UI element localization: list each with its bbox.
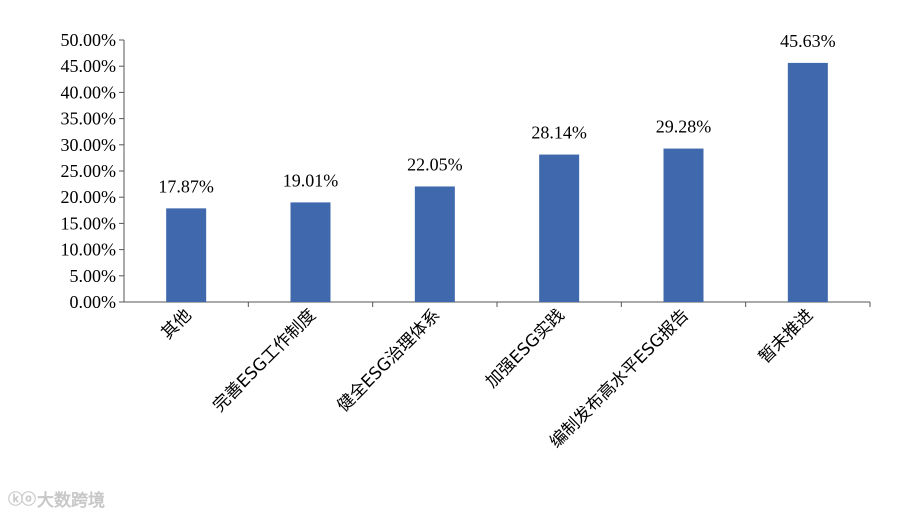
y-tick-label: 15.00% <box>61 213 117 233</box>
axes <box>123 40 870 303</box>
value-labels: 17.87% 19.01% 22.05% 28.14% 29.28% 45.63% <box>158 31 835 196</box>
bar <box>166 208 207 302</box>
data-label: 17.87% <box>158 176 214 196</box>
y-tick-label: 25.00% <box>61 161 117 181</box>
bar <box>787 62 828 302</box>
category-label: 其他 <box>158 305 196 343</box>
watermark-text: 大数跨境 <box>37 491 106 511</box>
data-label: 22.05% <box>407 154 463 174</box>
y-tick-label: 10.00% <box>61 240 117 260</box>
category-label: 编制发布高水平ESG报告 <box>546 305 693 452</box>
y-tick-label: 20.00% <box>61 187 117 207</box>
watermark: ⓚⓞ 大数跨境 <box>8 486 105 511</box>
y-tick-label: 50.00% <box>61 30 117 50</box>
category-label: 完善ESG工作制度 <box>209 305 320 416</box>
bar <box>290 202 331 302</box>
category-label: 加强ESG实践 <box>482 305 569 392</box>
data-label: 28.14% <box>531 123 587 143</box>
y-tick-label: 40.00% <box>61 82 117 102</box>
bars <box>166 62 828 302</box>
bar <box>414 186 455 302</box>
bar <box>539 154 580 302</box>
y-tick-label: 35.00% <box>61 109 117 129</box>
y-axis-ticks: 0.00% 5.00% 10.00% 15.00% 20.00% 25.00% 30.00%… <box>61 30 124 312</box>
y-tick-label: 0.00% <box>70 292 117 312</box>
y-tick-label: 30.00% <box>61 135 117 155</box>
data-label: 19.01% <box>283 170 339 190</box>
category-labels: 其他 完善ESG工作制度 健全ESG治理体系 加强ESG实践编制发布高水平ESG报告暂… <box>158 302 871 452</box>
bar <box>663 148 704 302</box>
category-label: 健全ESG治理体系 <box>334 305 445 416</box>
category-label: 暂未推进 <box>755 305 817 367</box>
brand-logo-icon: ⓚⓞ <box>8 490 36 508</box>
y-tick-label: 5.00% <box>70 266 117 286</box>
data-label: 45.63% <box>780 31 836 51</box>
data-label: 29.28% <box>656 117 712 137</box>
y-tick-label: 45.00% <box>61 56 117 76</box>
